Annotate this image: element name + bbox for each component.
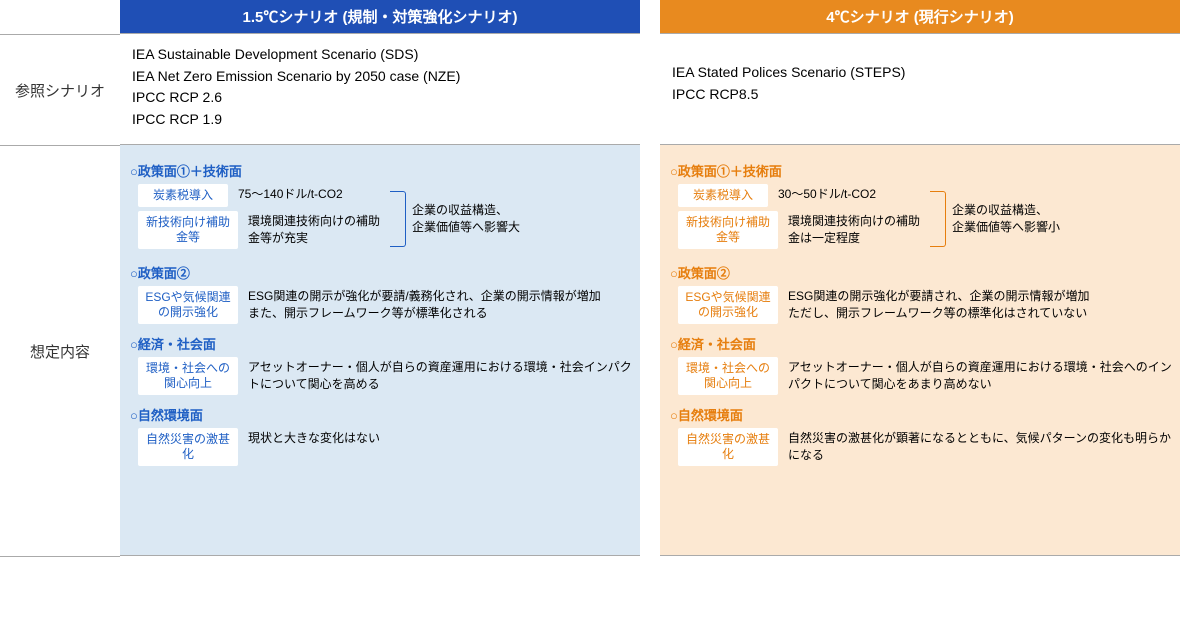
assumption-item: 新技術向け補助金等環境関連技術向けの補助金等が充実 — [130, 211, 388, 249]
section-title: ○自然環境面 — [130, 405, 632, 424]
reference-line: IPCC RCP8.5 — [672, 84, 1176, 106]
assumption-item: 環境・社会への関心向上アセットオーナー・個人が自らの資産運用における環境・社会へ… — [670, 357, 1172, 395]
reference-scenarios: IEA Sustainable Development Scenario (SD… — [120, 34, 640, 144]
section-policy1: ○政策面①＋技術面炭素税導入75～140ドル/t-CO2新技術向け補助金等環境関… — [130, 161, 632, 253]
section-title: ○自然環境面 — [670, 405, 1172, 424]
assumption-label: 炭素税導入 — [678, 184, 768, 207]
row-label-assumptions: 想定内容 — [0, 146, 120, 556]
assumption-label: 環境・社会への関心向上 — [138, 357, 238, 395]
assumption-desc: 自然災害の激甚化が顕著になるとともに、気候パターンの変化も明らかになる — [788, 428, 1172, 464]
assumption-item: 炭素税導入 75～140ドル/t-CO2 — [130, 184, 388, 207]
assumptions-panel: ○政策面①＋技術面炭素税導入75～140ドル/t-CO2新技術向け補助金等環境関… — [120, 145, 640, 555]
assumption-desc: 30～50ドル/t-CO2 — [778, 184, 918, 203]
section-econ: ○経済・社会面環境・社会への関心向上アセットオーナー・個人が自らの資産運用におけ… — [130, 334, 632, 395]
assumption-label: 炭素税導入 — [138, 184, 228, 207]
reference-line: IEA Sustainable Development Scenario (SD… — [132, 44, 636, 66]
assumption-label: 新技術向け補助金等 — [678, 211, 778, 249]
scenario-header: 4℃シナリオ (現行シナリオ) — [660, 0, 1180, 33]
bracket-text: 企業の収益構造、企業価値等へ影響大 — [412, 202, 520, 234]
scenario-4c: 4℃シナリオ (現行シナリオ) IEA Stated Polices Scena… — [660, 0, 1180, 557]
section-title: ○政策面② — [130, 263, 632, 282]
section-title: ○政策面①＋技術面 — [670, 161, 1172, 180]
reference-line: IEA Net Zero Emission Scenario by 2050 c… — [132, 66, 636, 88]
assumption-item: 炭素税導入 30～50ドル/t-CO2 — [670, 184, 928, 207]
assumption-label: 環境・社会への関心向上 — [678, 357, 778, 395]
assumption-item: ESGや気候関連の開示強化 ESG関連の開示強化が要請され、企業の開示情報が増加た… — [670, 286, 1172, 324]
section-policy2: ○政策面② ESGや気候関連の開示強化 ESG関連の開示が強化が要請/義務化され、企… — [130, 263, 632, 324]
section-policy2: ○政策面② ESGや気候関連の開示強化 ESG関連の開示強化が要請され、企業の開示情… — [670, 263, 1172, 324]
assumption-desc: アセットオーナー・個人が自らの資産運用における環境・社会インパクトについて関心を… — [248, 357, 632, 393]
assumption-item: ESGや気候関連の開示強化 ESG関連の開示が強化が要請/義務化され、企業の開示情… — [130, 286, 632, 324]
bracket-text: 企業の収益構造、企業価値等へ影響小 — [952, 202, 1060, 234]
reference-line: IPCC RCP 1.9 — [132, 109, 636, 131]
section-econ: ○経済・社会面環境・社会への関心向上アセットオーナー・個人が自らの資産運用におけ… — [670, 334, 1172, 395]
assumption-desc: 環境関連技術向けの補助金等が充実 — [248, 211, 388, 247]
divider — [0, 556, 120, 557]
assumption-label: 自然災害の激甚化 — [678, 428, 778, 466]
assumption-desc: 75～140ドル/t-CO2 — [238, 184, 378, 203]
assumption-label: 自然災害の激甚化 — [138, 428, 238, 466]
section-title: ○政策面② — [670, 263, 1172, 282]
assumption-label: ESGや気候関連の開示強化 — [678, 286, 778, 324]
divider — [120, 555, 640, 556]
assumption-desc: ESG関連の開示が強化が要請/義務化され、企業の開示情報が増加また、開示フレーム… — [248, 286, 632, 322]
assumption-desc: 現状と大きな変化はない — [248, 428, 632, 447]
divider — [660, 555, 1180, 556]
comparison-table: 参照シナリオ 想定内容 1.5℃シナリオ (規制・対策強化シナリオ) IEA S… — [0, 0, 1200, 557]
section-title: ○政策面①＋技術面 — [130, 161, 632, 180]
assumption-desc: アセットオーナー・個人が自らの資産運用における環境・社会へのインパクトについて関… — [788, 357, 1172, 393]
section-nature: ○自然環境面自然災害の激甚化現状と大きな変化はない — [130, 405, 632, 466]
row-label-reference: 参照シナリオ — [0, 35, 120, 145]
assumption-item: 新技術向け補助金等環境関連技術向けの補助金は一定程度 — [670, 211, 928, 249]
section-nature: ○自然環境面自然災害の激甚化自然災害の激甚化が顕著になるとともに、気候パターンの… — [670, 405, 1172, 466]
policy1-row: 炭素税導入30～50ドル/t-CO2新技術向け補助金等環境関連技術向けの補助金は… — [670, 184, 1172, 253]
assumption-desc: ESG関連の開示強化が要請され、企業の開示情報が増加ただし、開示フレームワーク等… — [788, 286, 1172, 322]
reference-scenarios: IEA Stated Polices Scenario (STEPS)IPCC … — [660, 34, 1180, 144]
reference-line: IEA Stated Polices Scenario (STEPS) — [672, 62, 1176, 84]
assumption-label: 新技術向け補助金等 — [138, 211, 238, 249]
scenario-header: 1.5℃シナリオ (規制・対策強化シナリオ) — [120, 0, 640, 33]
policy1-row: 炭素税導入75～140ドル/t-CO2新技術向け補助金等環境関連技術向けの補助金… — [130, 184, 632, 253]
assumption-label: ESGや気候関連の開示強化 — [138, 286, 238, 324]
bracket-icon — [930, 191, 946, 247]
section-title: ○経済・社会面 — [670, 334, 1172, 353]
assumption-desc: 環境関連技術向けの補助金は一定程度 — [788, 211, 928, 247]
assumption-item: 自然災害の激甚化現状と大きな変化はない — [130, 428, 632, 466]
row-labels-column: 参照シナリオ 想定内容 — [0, 0, 120, 557]
reference-line: IPCC RCP 2.6 — [132, 87, 636, 109]
scenario-columns: 1.5℃シナリオ (規制・対策強化シナリオ) IEA Sustainable D… — [120, 0, 1200, 557]
header-spacer — [0, 0, 120, 34]
assumption-item: 環境・社会への関心向上アセットオーナー・個人が自らの資産運用における環境・社会イ… — [130, 357, 632, 395]
section-policy1: ○政策面①＋技術面炭素税導入30～50ドル/t-CO2新技術向け補助金等環境関連… — [670, 161, 1172, 253]
assumptions-panel: ○政策面①＋技術面炭素税導入30～50ドル/t-CO2新技術向け補助金等環境関連… — [660, 145, 1180, 555]
section-title: ○経済・社会面 — [130, 334, 632, 353]
scenario-1-5c: 1.5℃シナリオ (規制・対策強化シナリオ) IEA Sustainable D… — [120, 0, 640, 557]
bracket-icon — [390, 191, 406, 247]
assumption-item: 自然災害の激甚化自然災害の激甚化が顕著になるとともに、気候パターンの変化も明らか… — [670, 428, 1172, 466]
